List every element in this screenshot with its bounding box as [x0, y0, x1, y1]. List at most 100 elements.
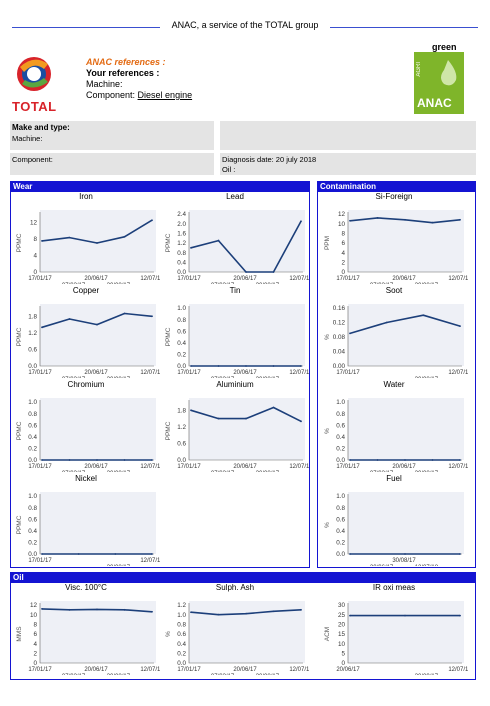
chart-title: Copper [72, 286, 100, 295]
x-tick-label: 30/08/17 [256, 471, 280, 472]
y-tick-label: 0.2 [28, 446, 37, 453]
y-axis-label: MMS [16, 626, 23, 642]
data-point [459, 459, 461, 461]
data-point [459, 553, 461, 555]
wear-header: Wear [10, 181, 310, 192]
x-tick-label: 30/08/17 [392, 558, 416, 564]
y-tick-label: 0.8 [177, 317, 186, 324]
data-point [151, 459, 153, 461]
chart-svg: 0.0 0.2 0.4 0.6 0.8 1.0 PPMC 17/01/17 20/06/17 12… [16, 398, 160, 472]
x-tick-label: 30/08/17 [107, 283, 131, 284]
data-point [151, 219, 153, 222]
chart-nickel: Nickel 0.0 0.2 0.4 0.6 0.8 1.0 PPMC 17/01/17 12/0… [12, 474, 160, 566]
y-axis-label: PPMC [16, 233, 23, 252]
data-point [272, 365, 275, 367]
y-tick-label: 0.2 [336, 540, 345, 547]
y-tick-label: 0.4 [28, 434, 37, 441]
y-tick-label: 0 [341, 660, 345, 667]
y-tick-label: 6 [33, 631, 37, 638]
x-tick-label: 20/06/17 [392, 464, 416, 470]
x-tick-label: 07/03/17 [211, 471, 235, 472]
y-axis-label: % [165, 631, 172, 637]
y-tick-label: 0.0 [336, 551, 345, 558]
diagnosis-box: Diagnosis date: 20 july 2018 Oil : [220, 153, 476, 175]
x-tick-label: 12/07/18 [415, 565, 439, 566]
x-tick-label: 12/07/18 [140, 464, 160, 470]
data-point [376, 216, 379, 219]
your-references-label: Your references : [86, 68, 160, 78]
x-tick-label: 30/08/17 [415, 471, 439, 472]
data-point [190, 246, 192, 249]
chart-iron: Iron 0 4 8 12 PPMC 17/01/17 20/06/17 12/07/18 07/… [12, 192, 160, 284]
data-point [41, 607, 43, 610]
data-point [349, 614, 351, 617]
data-point [459, 614, 461, 617]
data-point [431, 459, 434, 461]
y-tick-label: 0.6 [28, 422, 37, 429]
axis-line [347, 212, 462, 273]
plot-area [348, 492, 464, 554]
data-point [151, 610, 153, 613]
data-point [77, 553, 80, 555]
data-point [272, 271, 275, 273]
y-tick-label: 30 [338, 602, 346, 609]
x-tick-label: 20/06/17 [233, 370, 257, 376]
plot-area [40, 210, 156, 272]
y-tick-label: 0.6 [177, 328, 186, 335]
x-tick-label: 20/06/17 [84, 464, 108, 470]
data-point [245, 365, 247, 367]
y-tick-label: 1.0 [28, 493, 37, 500]
data-point [123, 312, 126, 315]
axis-line [188, 400, 303, 461]
data-point [217, 365, 220, 367]
data-point [68, 608, 71, 611]
y-tick-label: 0.8 [336, 505, 345, 512]
y-tick-label: 10 [30, 612, 38, 619]
x-tick-label: 07/03/17 [62, 283, 86, 284]
references-block: ANAC references : Your references : Mach… [86, 57, 192, 101]
chart-svg: 0.0 0.6 1.2 1.8 PPMC 17/01/17 20/06/17 12/07/18… [16, 304, 160, 378]
x-tick-label: 12/07/18 [448, 667, 468, 673]
y-tick-label: 0.0 [336, 457, 345, 464]
x-tick-label: 17/01/17 [177, 464, 201, 470]
y-tick-label: 4 [33, 641, 37, 648]
data-point [41, 240, 43, 242]
total-logo-icon [17, 57, 51, 91]
x-tick-label: 12/07/18 [140, 370, 160, 376]
make-type-box: Make and type: Machine: [10, 121, 214, 150]
x-tick-label: 07/03/17 [62, 377, 86, 378]
plot-area [40, 398, 156, 460]
y-tick-label: 1.0 [336, 399, 345, 406]
axis-line [347, 306, 462, 367]
y-tick-label: 6 [341, 240, 345, 247]
x-tick-label: 07/03/17 [211, 377, 235, 378]
y-tick-label: 1.2 [177, 240, 186, 247]
y-tick-label: 0.2 [177, 651, 186, 658]
y-tick-label: 1.0 [177, 305, 186, 312]
y-tick-label: 1.2 [177, 424, 186, 431]
y-tick-label: 8 [33, 236, 37, 243]
data-point [151, 315, 153, 318]
x-tick-label: 30/08/17 [415, 377, 439, 378]
y-tick-label: 1.8 [177, 407, 186, 414]
x-tick-label: 17/01/17 [177, 370, 201, 376]
diagnosis-date: Diagnosis date: 20 july 2018 [222, 155, 317, 164]
data-point [349, 459, 351, 461]
x-tick-label: 07/03/17 [62, 674, 86, 675]
chart-irox: IR oxi meas 0 5 10 15 20 25 30 ACM 20/06/17 12/07/… [320, 583, 468, 675]
chart-svg: 0.0 0.2 0.4 0.6 0.8 1.0 PPMC 17/01/17 20/06/17 12… [165, 304, 309, 378]
anac-agri-badge: AGRI ANAC [414, 52, 464, 114]
y-tick-label: 0.4 [177, 641, 186, 648]
data-point [272, 406, 275, 409]
x-tick-label: 20/06/17 [392, 276, 416, 282]
data-point [217, 239, 220, 242]
chart-svg: 0.0 0.4 0.8 1.2 1.6 2.0 2.4 PPMC 17/01/17 20/06/1… [165, 210, 309, 284]
data-point [123, 608, 126, 611]
plot-area [40, 304, 156, 366]
y-tick-label: 1.0 [177, 612, 186, 619]
x-tick-label: 17/01/17 [336, 370, 360, 376]
y-tick-label: 0.8 [177, 622, 186, 629]
x-tick-label: 17/01/17 [336, 464, 360, 470]
chart-title: Tin [229, 286, 241, 295]
